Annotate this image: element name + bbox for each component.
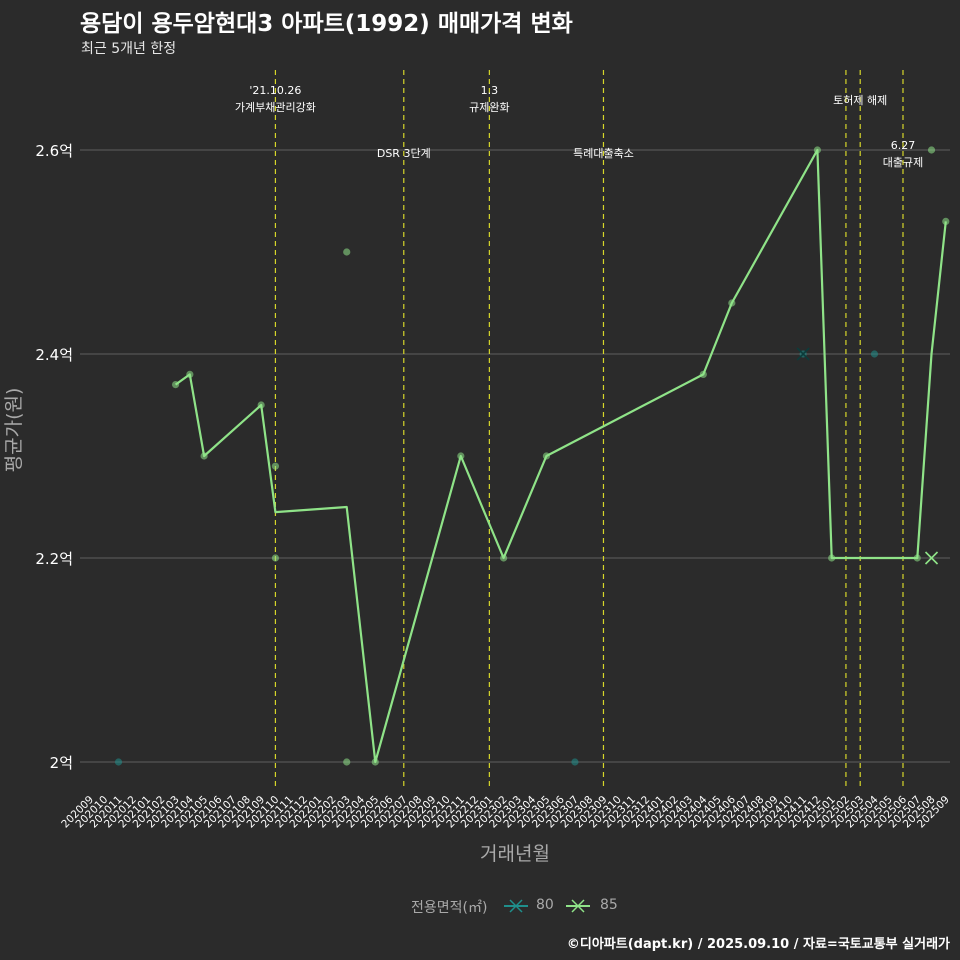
y-tick-label: 2.2억 (35, 550, 73, 568)
series-85-point (457, 452, 465, 460)
series-85-point (271, 462, 280, 470)
policy-annotation: '21.10.26 (249, 84, 301, 97)
series-85-point (500, 554, 508, 562)
policy-annotation: DSR 3단계 (377, 147, 431, 160)
legend-label-85: 85 (600, 897, 618, 913)
chart-subtitle: 최근 5개년 한정 (81, 41, 177, 57)
series-85-point (942, 217, 950, 225)
legend-item-80: 80 (501, 892, 561, 920)
legend-key-85-icon (566, 899, 590, 913)
series-85-point (728, 299, 736, 307)
y-tick-label: 2.6억 (35, 142, 73, 160)
series-85-point (699, 370, 707, 378)
series-80-cross-marker (796, 347, 810, 361)
policy-annotation: 1.3 (481, 84, 499, 97)
series-85-point (343, 248, 351, 256)
series-85-cross-marker (924, 551, 939, 565)
series-85-point (271, 554, 280, 562)
x-axis-title: 거래년월 (480, 843, 550, 865)
series-80-point (571, 758, 579, 766)
legend-key-80-icon (504, 899, 528, 913)
series-80-point (114, 758, 123, 766)
series-80-point (870, 350, 879, 358)
legend-item-85: 85 (563, 892, 623, 920)
series-85-point (171, 381, 180, 389)
series-85-point (343, 758, 351, 766)
legend-label-80: 80 (536, 897, 554, 913)
y-axis-title: 평균가(원) (3, 388, 25, 473)
chart-title: 용담이 용두암현대3 아파트(1992) 매매가격 변화 (80, 11, 573, 37)
series-85-line (174, 148, 947, 764)
series-85-point (828, 554, 836, 562)
policy-annotation: 가계부채관리강화 (235, 101, 316, 114)
series-85-point (186, 370, 194, 378)
source-caption: ©디아파트(dapt.kr) / 2025.09.10 / 자료=국토교통부 실… (566, 937, 950, 952)
policy-annotation: 6.27 (891, 139, 916, 152)
policy-annotation: 특례대출축소 (573, 147, 634, 160)
legend: 전용면적(㎡) 80 85 (0, 892, 960, 920)
series-85-point (913, 554, 921, 562)
policy-annotation: 규제완화 (469, 101, 509, 114)
policy-annotation: 대출규제 (883, 156, 923, 169)
series-85-point (200, 452, 208, 460)
series-85-point (542, 452, 551, 460)
legend-title: 전용면적(㎡) (411, 900, 488, 916)
series-85-point (927, 146, 936, 154)
y-tick-label: 2.4억 (35, 346, 73, 364)
series-85-point (371, 758, 379, 766)
policy-annotation: 토허제 해제 (833, 93, 887, 107)
y-tick-label: 2억 (50, 754, 73, 772)
series-85-point (813, 146, 822, 154)
series-85-point (257, 401, 265, 409)
